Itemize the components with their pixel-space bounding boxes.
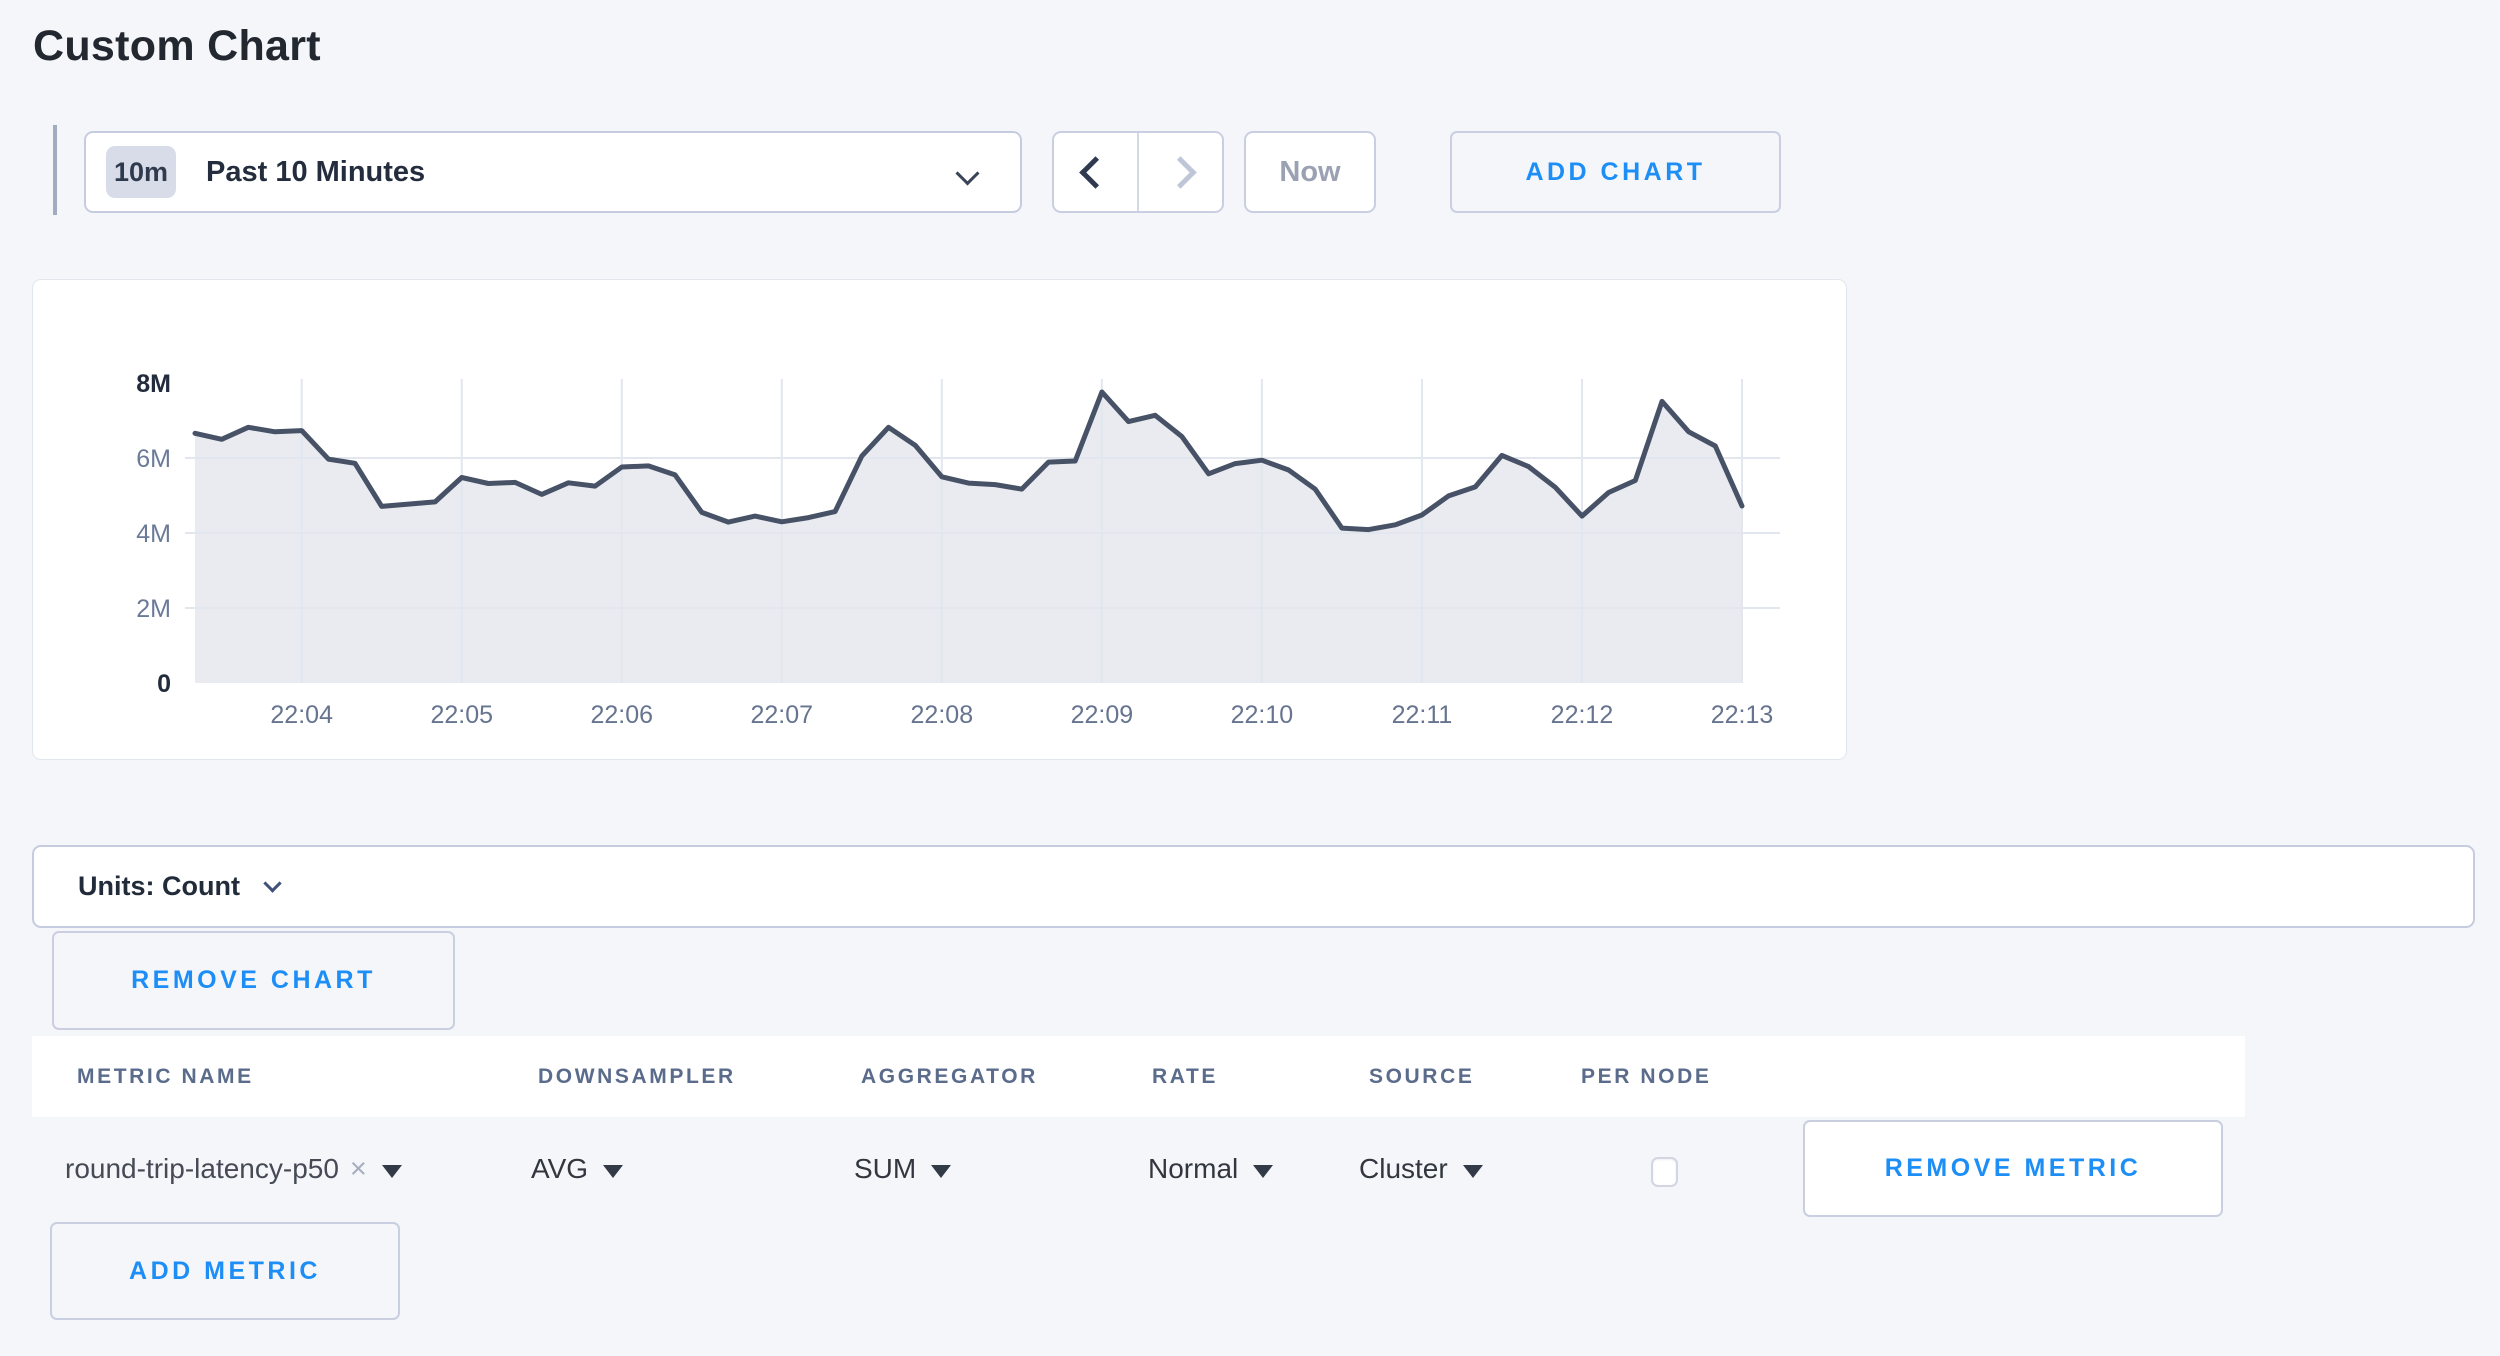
column-header-downsampler: DOWNSAMPLER [538,1064,736,1088]
rate-select[interactable]: Normal [1148,1117,1274,1221]
aggregator-select[interactable]: SUM [854,1117,952,1221]
svg-text:22:06: 22:06 [590,701,653,729]
time-range-label: Past 10 Minutes [206,155,426,188]
caret-down-icon [381,1164,402,1178]
column-header-per-node: PER NODE [1581,1064,1712,1088]
chevron-down-icon [263,874,282,893]
metric-name-value: round-trip-latency-p50 [65,1153,339,1184]
svg-text:22:12: 22:12 [1551,701,1614,729]
column-header-aggregator: AGGREGATOR [861,1064,1038,1088]
source-select[interactable]: Cluster [1359,1117,1483,1221]
page-title: Custom Chart [33,22,321,70]
caret-down-icon [603,1164,624,1178]
chevron-down-icon [955,161,980,186]
time-range-dropdown[interactable]: 10m Past 10 Minutes [84,131,1022,213]
svg-text:8M: 8M [136,370,171,398]
svg-text:22:11: 22:11 [1392,701,1453,729]
metric-table-header: METRIC NAME DOWNSAMPLER AGGREGATOR RATE … [32,1036,2245,1117]
metric-chart: 22:04 22:05 22:06 22:07 22:08 22:09 22:10 22:11… [136,370,1780,729]
table-row: round-trip-latency-p50 × AVG SUM Normal … [32,1117,2245,1221]
column-header-rate: RATE [1152,1064,1219,1088]
svg-text:22:08: 22:08 [911,701,974,729]
units-dropdown[interactable]: Units: Count [32,845,2475,928]
svg-text:6M: 6M [136,445,171,473]
svg-text:0: 0 [157,670,171,698]
time-back-button[interactable] [1054,133,1139,211]
svg-text:22:10: 22:10 [1231,701,1294,729]
metric-name-select[interactable]: round-trip-latency-p50 × [65,1117,402,1221]
clear-metric-icon[interactable]: × [349,1152,367,1185]
chevron-right-icon [1164,155,1197,189]
caret-down-icon [1462,1164,1483,1178]
time-step-group [1052,131,1224,213]
source-value: Cluster [1359,1153,1448,1184]
downsampler-value: AVG [531,1153,589,1184]
per-node-checkbox[interactable] [1651,1157,1678,1187]
chart-card: 22:04 22:05 22:06 22:07 22:08 22:09 22:10 22:11… [32,279,1847,760]
time-forward-button[interactable] [1139,133,1222,211]
remove-chart-button[interactable]: REMOVE CHART [52,931,455,1030]
remove-metric-button[interactable]: REMOVE METRIC [1803,1120,2223,1217]
caret-down-icon [931,1164,952,1178]
svg-text:22:04: 22:04 [270,701,333,729]
now-button[interactable]: Now [1244,131,1376,213]
svg-text:22:05: 22:05 [430,701,493,729]
rate-value: Normal [1148,1153,1239,1184]
aggregator-value: SUM [854,1153,917,1184]
column-header-metric-name: METRIC NAME [77,1064,254,1088]
svg-text:22:13: 22:13 [1711,701,1774,729]
time-range-badge: 10m [106,146,176,198]
toolbar-divider [53,125,57,215]
chevron-left-icon [1079,155,1112,189]
svg-text:2M: 2M [136,595,171,623]
svg-text:22:09: 22:09 [1071,701,1134,729]
downsampler-select[interactable]: AVG [531,1117,624,1221]
units-label: Units: Count [78,871,240,901]
svg-text:4M: 4M [136,520,171,548]
svg-text:22:07: 22:07 [751,701,814,729]
caret-down-icon [1253,1164,1274,1178]
column-header-source: SOURCE [1369,1064,1475,1088]
add-metric-button[interactable]: ADD METRIC [50,1222,400,1320]
add-chart-button[interactable]: ADD CHART [1450,131,1781,213]
